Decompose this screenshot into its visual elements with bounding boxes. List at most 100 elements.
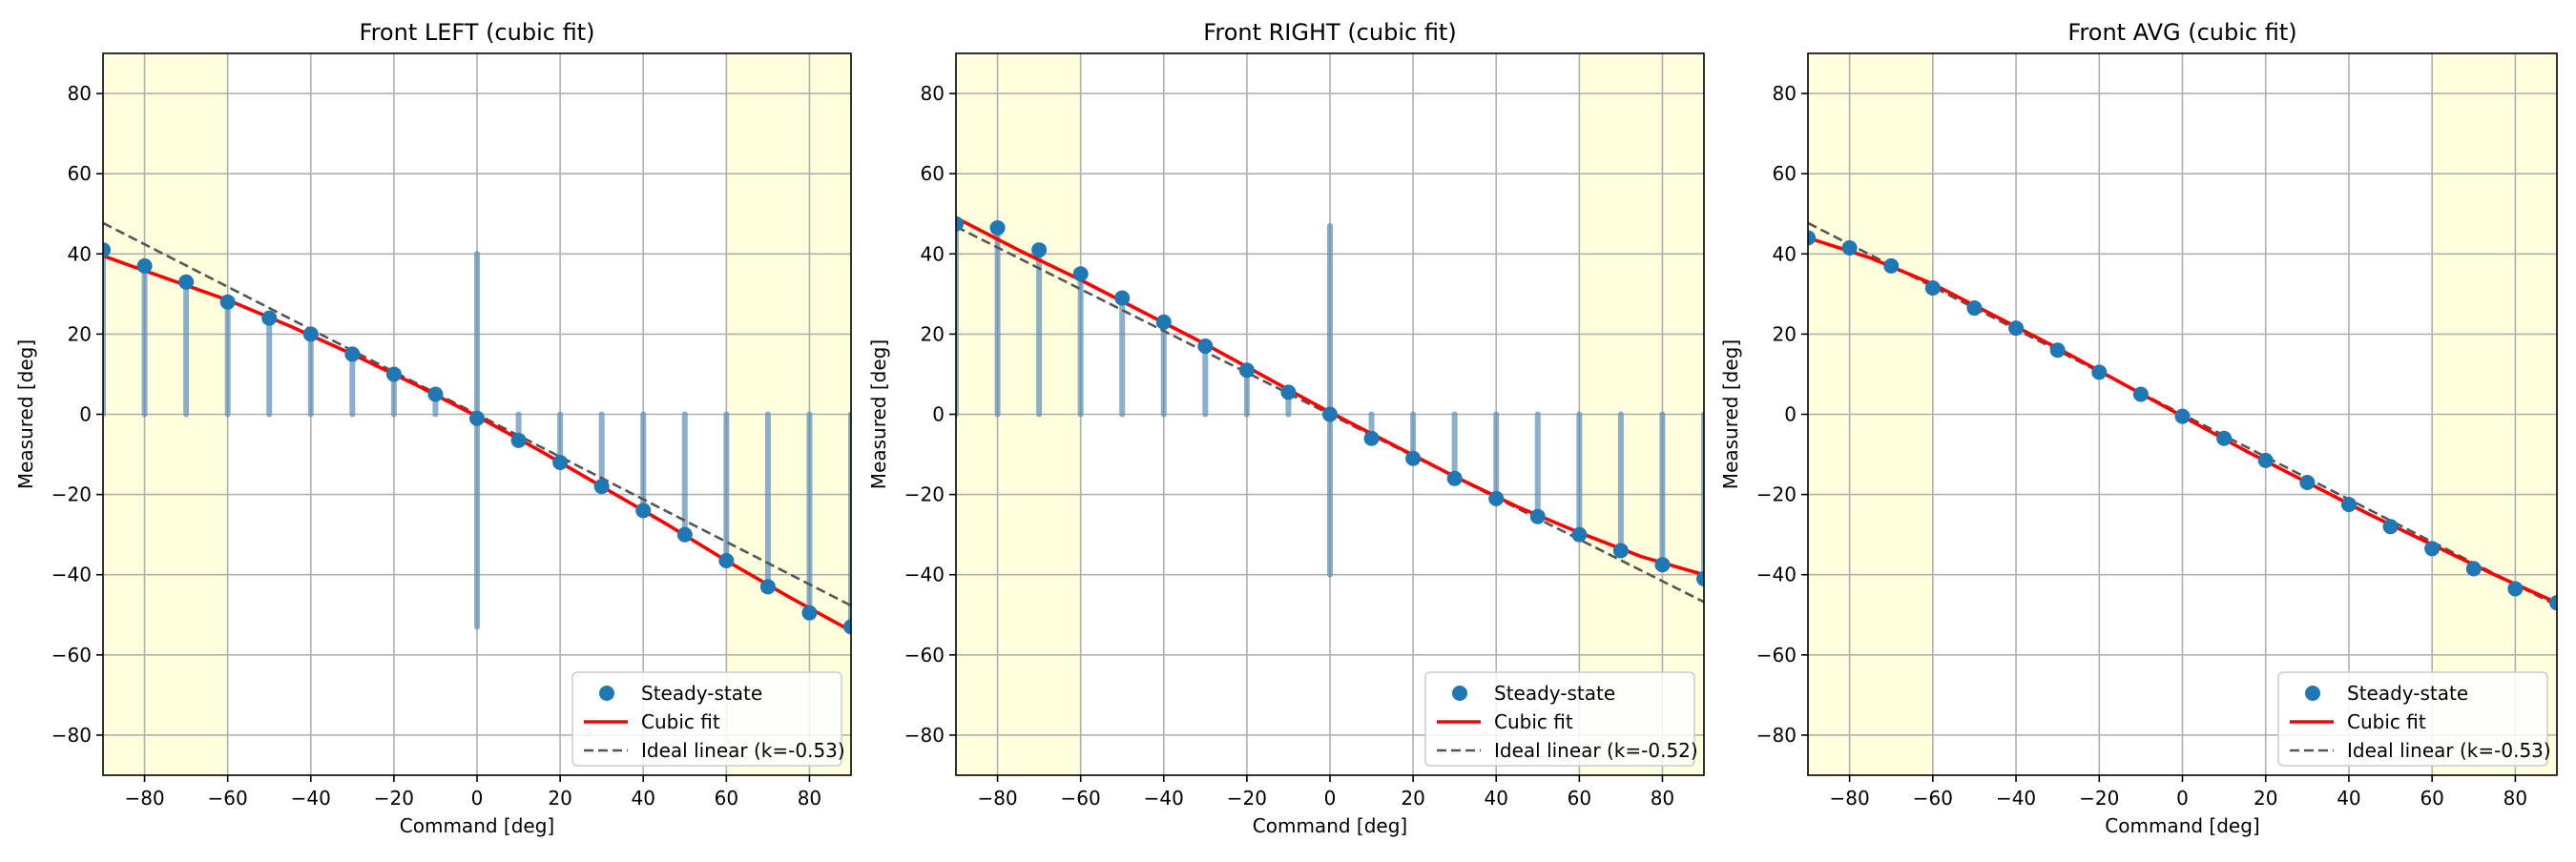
y-tick-label: 80 bbox=[68, 82, 92, 105]
legend-label: Cubic fit bbox=[2347, 710, 2426, 733]
steady-state-point bbox=[1238, 362, 1255, 379]
y-tick-label: −80 bbox=[1756, 724, 1797, 747]
steady-state-point bbox=[1280, 384, 1297, 400]
steady-state-point bbox=[676, 526, 693, 543]
steady-state-point bbox=[302, 326, 319, 342]
y-tick-label: 60 bbox=[1773, 162, 1797, 185]
steady-state-point bbox=[469, 410, 485, 426]
y-tick-label: 60 bbox=[68, 162, 92, 185]
steady-state-point bbox=[1072, 266, 1089, 282]
x-tick-label: −40 bbox=[1996, 787, 2036, 810]
y-tick-label: −20 bbox=[52, 483, 92, 506]
steady-state-point bbox=[1529, 508, 1546, 524]
y-axis-label: Measured [deg] bbox=[14, 339, 37, 489]
plot-area bbox=[103, 53, 851, 775]
steady-state-point bbox=[2340, 497, 2357, 513]
steady-state-point bbox=[1363, 430, 1380, 446]
x-axis-label: Command [deg] bbox=[2105, 814, 2259, 837]
x-axis-label: Command [deg] bbox=[1253, 814, 1407, 837]
steady-state-point bbox=[593, 479, 610, 495]
steady-state-point bbox=[2299, 474, 2316, 490]
y-tick-label: −60 bbox=[52, 644, 92, 667]
legend-label: Ideal linear (k=-0.53) bbox=[2347, 739, 2551, 762]
y-tick-label: 80 bbox=[921, 82, 945, 105]
x-tick-label: −80 bbox=[124, 787, 164, 810]
legend-marker-steady-state bbox=[2305, 686, 2320, 701]
y-tick-label: 40 bbox=[1773, 242, 1797, 265]
x-tick-label: 40 bbox=[1484, 787, 1507, 810]
y-tick-label: 20 bbox=[68, 322, 92, 345]
y-tick-label: 40 bbox=[921, 242, 945, 265]
x-tick-label: 40 bbox=[2337, 787, 2360, 810]
steady-state-point bbox=[2465, 561, 2482, 577]
y-tick-label: 20 bbox=[1773, 322, 1797, 345]
x-tick-label: −20 bbox=[2079, 787, 2119, 810]
steady-state-point bbox=[1966, 300, 1983, 317]
steady-state-point bbox=[385, 366, 402, 382]
steady-state-point bbox=[1696, 570, 1704, 586]
plot-area bbox=[1808, 53, 2557, 775]
steady-state-point bbox=[2216, 430, 2233, 446]
steady-state-point bbox=[843, 619, 851, 635]
legend-box bbox=[2277, 671, 2548, 767]
steady-state-point bbox=[552, 454, 569, 470]
y-tick-label: −80 bbox=[904, 724, 945, 747]
y-tick-label: −40 bbox=[904, 564, 945, 586]
steady-state-point bbox=[2424, 541, 2441, 557]
y-tick-label: −40 bbox=[52, 564, 92, 586]
steady-state-point bbox=[759, 579, 776, 595]
x-tick-label: 80 bbox=[2503, 787, 2527, 810]
steady-state-point bbox=[1924, 280, 1941, 297]
steady-state-point bbox=[2049, 342, 2066, 359]
steady-state-point bbox=[1405, 450, 1422, 466]
steady-state-point bbox=[1114, 290, 1131, 306]
steady-state-point bbox=[2257, 452, 2274, 468]
steady-state-point bbox=[718, 553, 735, 569]
steady-state-point bbox=[1197, 339, 1214, 355]
legend-label: Steady-state bbox=[1494, 682, 1615, 705]
steady-state-point bbox=[261, 310, 278, 326]
x-tick-label: 20 bbox=[2254, 787, 2277, 810]
steady-state-point bbox=[178, 274, 195, 290]
y-tick-label: 20 bbox=[921, 322, 945, 345]
chart-title: Front AVG (cubic fit) bbox=[2067, 19, 2296, 46]
x-axis-label: Command [deg] bbox=[400, 814, 554, 837]
steady-state-point bbox=[1841, 239, 1858, 256]
steady-state-point bbox=[2132, 386, 2149, 402]
steady-state-point bbox=[344, 346, 361, 362]
plot-area bbox=[956, 53, 1704, 775]
steady-state-point bbox=[1488, 490, 1505, 506]
y-tick-label: −40 bbox=[1756, 564, 1797, 586]
steady-state-point bbox=[510, 432, 527, 448]
steady-state-point bbox=[1654, 557, 1671, 573]
steady-state-point bbox=[2507, 581, 2524, 597]
steady-state-point bbox=[103, 242, 111, 258]
legend: Steady-state Cubic fit Ideal linear (k=-0.… bbox=[1424, 671, 1698, 767]
x-tick-label: 60 bbox=[1568, 787, 1591, 810]
x-tick-label: 80 bbox=[798, 787, 821, 810]
chart-panel-1: −80 −60 −40 −20 0 20 40 60 80 −80 −60 −40 −20 0 20 40 60… bbox=[14, 19, 852, 837]
x-tick-label: −60 bbox=[208, 787, 248, 810]
legend-label: Steady-state bbox=[641, 682, 762, 705]
legend-marker-steady-state bbox=[1452, 686, 1467, 701]
legend-label: Cubic fit bbox=[641, 710, 720, 733]
legend-label: Steady-state bbox=[2347, 682, 2468, 705]
x-tick-label: −80 bbox=[1830, 787, 1870, 810]
steady-state-point bbox=[801, 605, 818, 621]
x-tick-label: −20 bbox=[1227, 787, 1267, 810]
y-tick-label: −60 bbox=[904, 644, 945, 667]
steady-state-point bbox=[2091, 364, 2108, 380]
x-tick-label: 0 bbox=[2176, 787, 2189, 810]
x-tick-label: 60 bbox=[715, 787, 738, 810]
y-tick-label: 0 bbox=[932, 403, 945, 426]
y-axis-label: Measured [deg] bbox=[1719, 339, 1742, 489]
y-tick-label: 80 bbox=[1773, 82, 1797, 105]
chart-title: Front RIGHT (cubic fit) bbox=[1203, 19, 1456, 46]
y-axis-label: Measured [deg] bbox=[867, 339, 890, 489]
steady-state-point bbox=[2382, 519, 2399, 535]
y-tick-label: 0 bbox=[79, 403, 92, 426]
steady-state-point bbox=[635, 503, 652, 519]
y-tick-label: −80 bbox=[52, 724, 92, 747]
